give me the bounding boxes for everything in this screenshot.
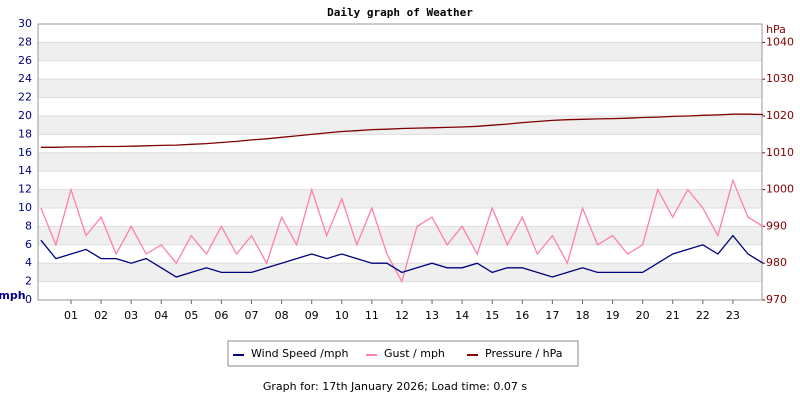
grid-band xyxy=(38,79,762,98)
y2-tick-label: 980 xyxy=(766,256,787,269)
series-line xyxy=(40,113,764,148)
x-tick-label: 12 xyxy=(395,309,409,322)
x-tick-label: 08 xyxy=(275,309,289,322)
y2-tick-label: 1040 xyxy=(766,35,794,48)
y-tick-label: 4 xyxy=(25,256,32,269)
y-axis-label: mph xyxy=(0,289,26,302)
chart-title: Daily graph of Weather xyxy=(327,6,473,19)
x-tick-label: 09 xyxy=(305,309,319,322)
x-tick-label: 16 xyxy=(515,309,529,322)
x-tick-label: 23 xyxy=(726,309,740,322)
x-tick-label: 20 xyxy=(636,309,650,322)
x-tick-label: 03 xyxy=(124,309,138,322)
y-tick-label: 6 xyxy=(25,238,32,251)
x-tick-label: 15 xyxy=(485,309,499,322)
grid-band xyxy=(38,189,762,208)
y-tick-label: 18 xyxy=(18,127,32,140)
plot-frame xyxy=(37,23,763,301)
y-tick-label: 2 xyxy=(25,275,32,288)
y-tick-label: 22 xyxy=(18,91,32,104)
y-tick-label: 30 xyxy=(18,17,32,30)
y-tick-label: 26 xyxy=(18,54,32,67)
grid-band xyxy=(38,42,762,61)
x-tick-label: 22 xyxy=(696,309,710,322)
x-tick-label: 13 xyxy=(425,309,439,322)
x-tick-label: 14 xyxy=(455,309,469,322)
x-tick-label: 02 xyxy=(94,309,108,322)
y2-tick-label: 1010 xyxy=(766,146,794,159)
x-tick-label: 18 xyxy=(575,309,589,322)
x-tick-label: 05 xyxy=(184,309,198,322)
y2-axis-label: hPa xyxy=(766,23,786,36)
grid-band xyxy=(38,226,762,245)
y2-tick-label: 1020 xyxy=(766,109,794,122)
footer: Graph for: 17th January 2026; Load time:… xyxy=(263,380,527,393)
legend-box xyxy=(227,340,579,367)
y2-tick-label: 1000 xyxy=(766,183,794,196)
y-tick-label: 16 xyxy=(18,146,32,159)
y2-tick-label: 970 xyxy=(766,293,787,306)
y2-tick-label: 1030 xyxy=(766,72,794,85)
x-tick-label: 04 xyxy=(154,309,168,322)
x-tick-label: 21 xyxy=(666,309,680,322)
x-tick-label: 17 xyxy=(545,309,559,322)
y-tick-label: 28 xyxy=(18,35,32,48)
x-tick-label: 06 xyxy=(214,309,228,322)
x-tick-label: 11 xyxy=(365,309,379,322)
y-tick-label: 0 xyxy=(25,293,32,306)
y-tick-label: 14 xyxy=(18,164,32,177)
x-tick-label: 10 xyxy=(335,309,349,322)
legend-label: Gust / mph xyxy=(384,347,445,360)
y-tick-label: 8 xyxy=(25,219,32,232)
x-tick-label: 01 xyxy=(64,309,78,322)
y-tick-label: 24 xyxy=(18,72,32,85)
y2-tick-label: 990 xyxy=(766,219,787,232)
grid-band xyxy=(38,116,762,135)
legend-label: Pressure / hPa xyxy=(485,347,563,360)
x-tick-label: 07 xyxy=(245,309,259,322)
grid-band xyxy=(38,152,762,172)
series-line xyxy=(40,178,764,284)
legend-label: Wind Speed /mph xyxy=(251,347,349,360)
series-line xyxy=(40,234,764,278)
y-tick-label: 20 xyxy=(18,109,32,122)
y-tick-label: 10 xyxy=(18,201,32,214)
x-tick-label: 19 xyxy=(606,309,620,322)
y-tick-label: 12 xyxy=(18,183,32,196)
